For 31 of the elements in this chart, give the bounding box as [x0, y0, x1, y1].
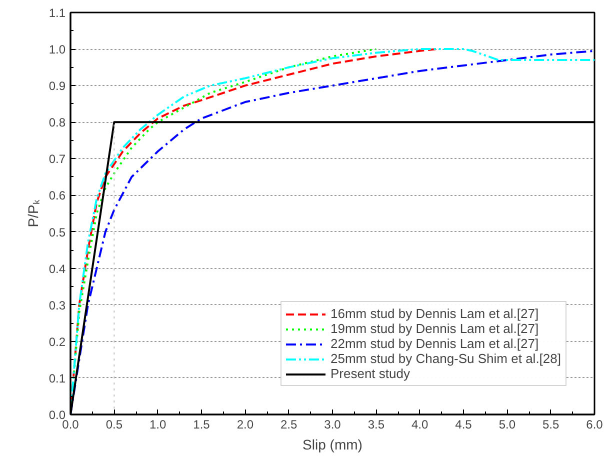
y-tick-label: 0.8 [48, 116, 66, 130]
y-tick-label: 0.4 [48, 262, 66, 276]
y-axis-title: P/Pₖ [24, 200, 41, 228]
y-tick-label: 0.1 [48, 371, 66, 386]
y-tick-label: 1.1 [48, 6, 66, 20]
y-tick-label: 0.2 [48, 334, 66, 349]
x-axis-title: Slip (mm) [302, 436, 362, 452]
x-tick-label: 0.5 [106, 418, 123, 432]
legend-label: 25mm stud by Chang-Su Shim et al.[28] [330, 351, 561, 366]
x-tick-label: 1.5 [193, 418, 210, 432]
x-tick-label: 3.5 [368, 418, 385, 432]
x-tick-label: 4.5 [455, 418, 472, 432]
legend-label: 16mm stud by Dennis Lam et al.[27] [330, 306, 539, 321]
y-tick-label: 0.7 [48, 152, 66, 166]
x-tick-label: 2.0 [236, 418, 254, 432]
x-tick-label: 4.0 [411, 418, 428, 432]
legend-label: 22mm stud by Dennis Lam et al.[27] [330, 336, 539, 351]
y-tick-label: 1.0 [48, 42, 66, 57]
y-tick-label: 0.3 [48, 298, 66, 312]
x-tick-label: 0.0 [62, 418, 80, 432]
y-tick-label: 0.5 [48, 225, 66, 240]
x-tick-label: 5.5 [542, 418, 560, 432]
x-tick-label: 5.0 [498, 418, 516, 432]
legend-label: 19mm stud by Dennis Lam et al.[27] [330, 321, 539, 336]
x-tick-label: 2.5 [280, 418, 298, 432]
x-tick-label: 6.0 [586, 418, 604, 432]
legend-label: Present study [330, 366, 410, 381]
y-tick-label: 0.6 [48, 188, 66, 203]
y-tick-label: 0.9 [48, 79, 66, 94]
x-tick-label: 1.0 [149, 418, 166, 432]
x-tick-label: 3.0 [324, 418, 342, 432]
